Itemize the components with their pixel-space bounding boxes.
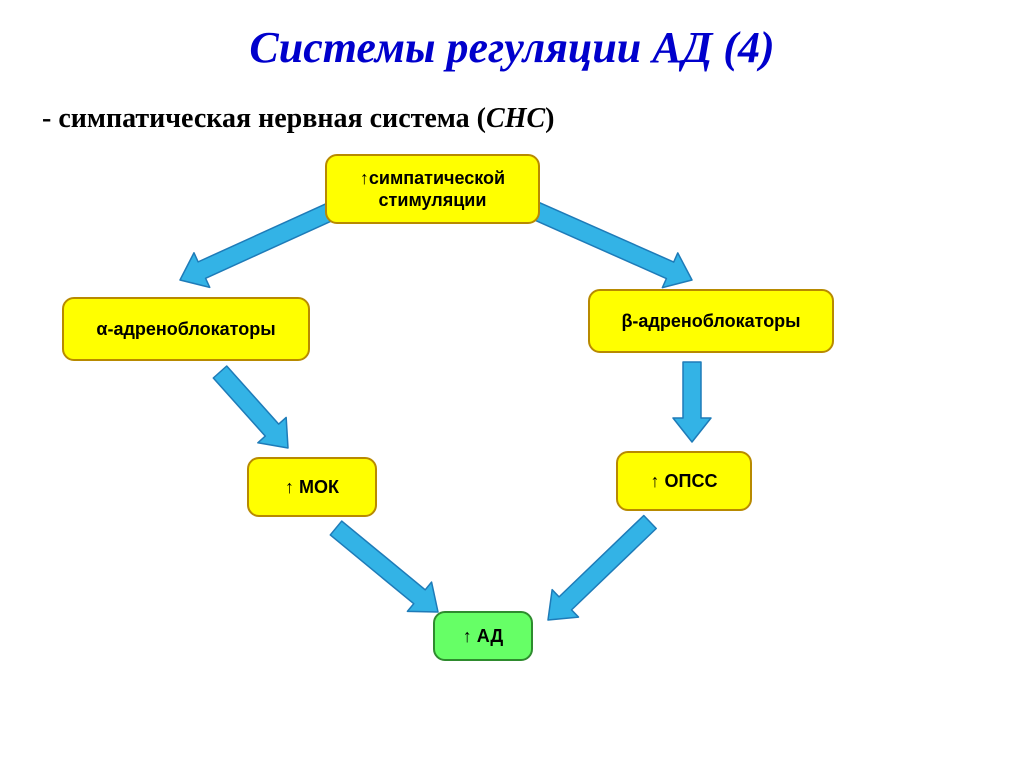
flow-arrow bbox=[673, 362, 711, 442]
node-ad: ↑ АД bbox=[433, 611, 533, 661]
slide-title: Системы регуляции АД (4) bbox=[0, 22, 1024, 73]
flow-arrow bbox=[526, 193, 699, 298]
flow-arrow bbox=[535, 508, 663, 633]
flow-arrow bbox=[206, 359, 302, 460]
node-stim: ↑симпатическойстимуляции bbox=[325, 154, 540, 224]
node-mok: ↑ МОК bbox=[247, 457, 377, 517]
node-beta: β-адреноблокаторы bbox=[588, 289, 834, 353]
node-opss: ↑ ОПСС bbox=[616, 451, 752, 511]
flow-arrow bbox=[172, 193, 342, 298]
flow-arrow bbox=[324, 513, 450, 626]
node-alpha: α-адреноблокаторы bbox=[62, 297, 310, 361]
slide-subtitle: - симпатическая нервная система (СНС) bbox=[42, 103, 554, 135]
